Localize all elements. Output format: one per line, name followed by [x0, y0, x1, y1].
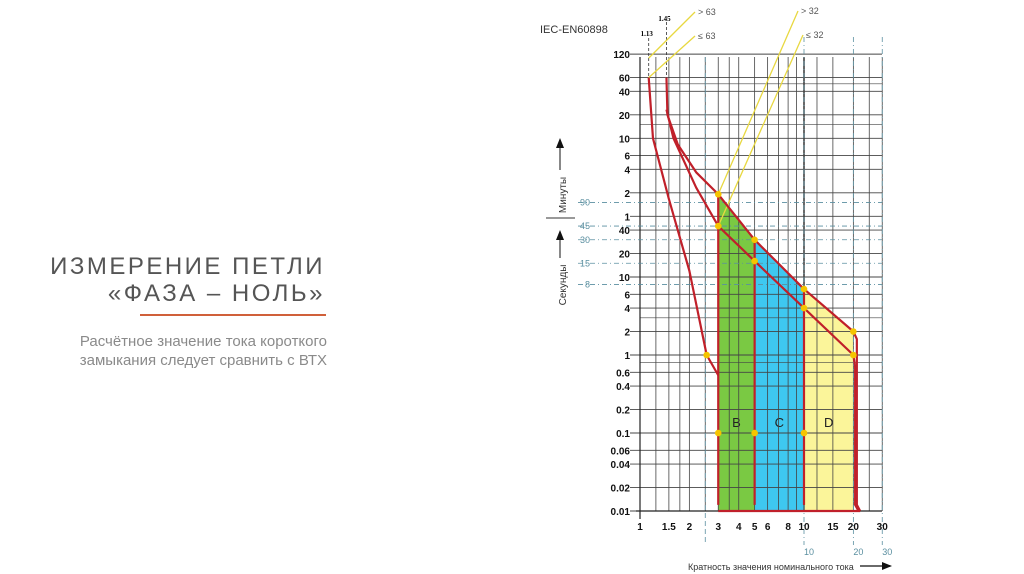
zone-label: D — [824, 415, 833, 430]
annotation-leader — [648, 11, 696, 59]
annotation-label: ≤ 32 — [806, 30, 823, 40]
threshold-label: 1.13 — [641, 30, 654, 38]
data-point — [850, 328, 857, 335]
data-point — [703, 351, 710, 359]
y-tick-label: 0.2 — [616, 406, 630, 417]
y-label-seconds: Секунды — [558, 265, 569, 306]
y-tick-label: 6 — [624, 152, 630, 163]
y-tick-label: 0.1 — [616, 429, 630, 440]
y-tick-label: 40 — [619, 87, 631, 98]
y-tick-label: 60 — [619, 74, 631, 85]
data-point — [800, 429, 808, 437]
y-tick-label: 40 — [619, 226, 631, 237]
annotation-label: > 63 — [698, 7, 716, 17]
annotation-leader — [648, 35, 696, 79]
reference-label: 90 — [580, 198, 590, 208]
zone-label: C — [775, 415, 784, 430]
y-tick-label: 10 — [619, 134, 631, 145]
curve-lower-limit — [665, 109, 860, 512]
y-tick-label: 0.01 — [611, 507, 631, 518]
x-tick-label: 20 — [848, 522, 860, 533]
arrow-right-icon — [882, 562, 892, 570]
annotation-label: ≤ 63 — [698, 31, 715, 41]
y-tick-label: 0.6 — [616, 368, 630, 379]
x-tick-label: 2 — [687, 522, 693, 533]
x-tick-label: 5 — [752, 522, 758, 533]
zone-b — [718, 194, 755, 511]
y-tick-label: 1 — [624, 351, 630, 362]
x-axis-label: Кратность значения номинального тока — [688, 562, 854, 572]
data-point — [751, 257, 758, 265]
data-point — [714, 190, 722, 198]
zone-c — [754, 239, 804, 511]
data-point — [714, 222, 722, 230]
y-tick-label: 2 — [624, 189, 630, 200]
y-tick-label: 6 — [624, 290, 630, 301]
annotation-leader — [717, 34, 804, 227]
chart-title: IEC-EN60898 — [540, 24, 608, 36]
title-underline — [140, 314, 326, 316]
slide-title: ИЗМЕРЕНИЕ ПЕТЛИ «ФАЗА – НОЛЬ» — [50, 253, 325, 307]
threshold-label: 1.45 — [658, 15, 671, 23]
y-tick-label: 0.04 — [611, 460, 631, 471]
y-tick-label: 4 — [624, 165, 630, 176]
y-tick-label: 20 — [619, 111, 631, 122]
x-tick-label: 8 — [785, 522, 791, 533]
x-mark-below: 20 — [853, 547, 863, 557]
y-tick-label: 0.4 — [616, 382, 630, 393]
y-tick-label: 1 — [624, 212, 630, 223]
title-line-1: ИЗМЕРЕНИЕ ПЕТЛИ — [50, 253, 325, 280]
x-tick-label: 1 — [637, 522, 643, 533]
y-tick-label: 10 — [619, 273, 631, 284]
y-label-minutes: Минуты — [558, 177, 569, 213]
data-point — [714, 429, 722, 437]
slide-paragraph: Расчётное значение тока короткого замыка… — [79, 333, 327, 369]
annotation-label: > 32 — [801, 6, 819, 16]
x-tick-label: 1.5 — [662, 522, 676, 533]
data-point — [800, 304, 808, 312]
x-mark-below: 10 — [804, 547, 814, 557]
annotation-leader — [717, 10, 799, 195]
x-tick-label: 4 — [736, 522, 742, 533]
y-tick-label: 20 — [619, 250, 631, 261]
zone-label: B — [732, 415, 741, 430]
data-point — [751, 429, 758, 437]
y-tick-label: 120 — [613, 50, 630, 61]
reference-label: 30 — [580, 235, 590, 245]
arrow-up-icon — [556, 230, 564, 240]
title-line-2: «ФАЗА – НОЛЬ» — [107, 280, 325, 307]
reference-label: 45 — [580, 221, 590, 231]
arrow-up-icon — [556, 138, 564, 148]
y-tick-label: 0.02 — [611, 484, 631, 495]
y-tick-label: 0.06 — [611, 446, 631, 457]
curve-lower-thermal-left — [647, 77, 720, 376]
y-tick-label: 2 — [624, 328, 630, 339]
x-mark-below: 30 — [882, 547, 892, 557]
data-point — [850, 351, 857, 359]
y-tick-label: 4 — [624, 304, 630, 315]
data-point — [800, 285, 808, 293]
data-point — [751, 236, 758, 244]
x-tick-label: 15 — [827, 522, 839, 533]
reference-label: 8 — [585, 280, 590, 290]
x-tick-label: 3 — [715, 522, 721, 533]
x-tick-label: 30 — [877, 522, 889, 533]
x-tick-label: 10 — [798, 522, 810, 533]
reference-label: 15 — [580, 258, 590, 268]
x-tick-label: 6 — [765, 522, 771, 533]
zone-d — [804, 289, 854, 511]
